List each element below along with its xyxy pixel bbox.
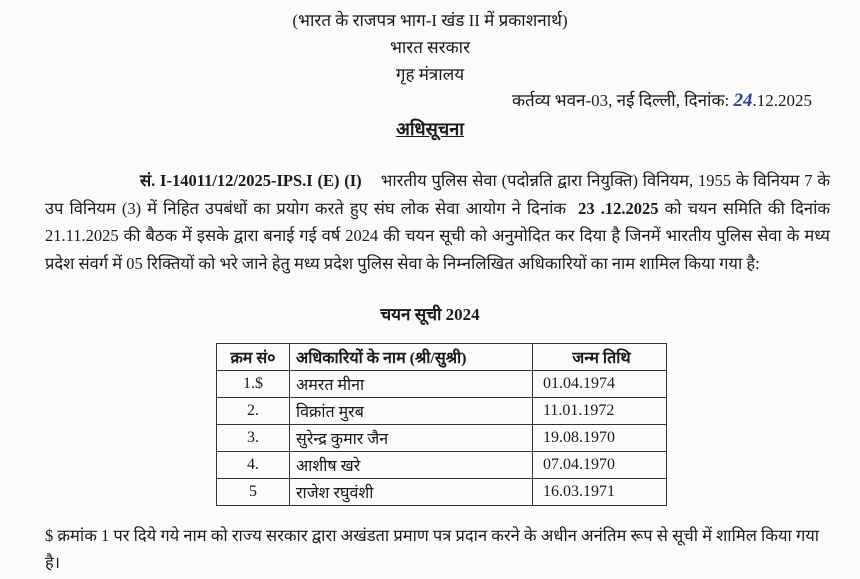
- body-text-1: भारतीय पुलिस सेवा (पदोन्नति द्वारा नियुक…: [45, 171, 830, 218]
- table-row: 1.$ अमरत मीना 01.04.1974: [216, 370, 667, 398]
- officer-name: अमरत मीना: [289, 370, 533, 398]
- handwritten-day: 24: [733, 90, 753, 111]
- dob: 11.01.1972: [532, 397, 667, 425]
- body-text-2: को चयन समिति की दिनांक 21.11.2025 की बैठ…: [45, 198, 831, 273]
- date-rest: .12.2025: [752, 91, 813, 110]
- header-dob: जन्म तिथि: [532, 343, 667, 371]
- reference-number: सं. I-14011/12/2025-IPS.I (E) (I): [140, 171, 362, 190]
- serial: 5: [216, 478, 290, 506]
- dob: 07.04.1970: [532, 451, 667, 479]
- officers-table: क्रम सं० अधिकारियों के नाम (श्री/सुश्री)…: [216, 343, 667, 506]
- table-header-row: क्रम सं० अधिकारियों के नाम (श्री/सुश्री)…: [216, 343, 667, 371]
- notification-body: सं. I-14011/12/2025-IPS.I (E) (I) भारतीय…: [45, 167, 830, 277]
- officer-name: राजेश रघुवंशी: [289, 478, 533, 506]
- upsc-date: 23 .12.2025: [578, 198, 659, 218]
- officer-name: विक्रांत मुरब: [289, 397, 533, 425]
- dob: 01.04.1974: [532, 370, 667, 398]
- government-name: भारत सरकार: [389, 38, 471, 57]
- table-row: 2. विक्रांत मुरब 11.01.1972: [216, 397, 667, 425]
- serial: 3.: [216, 424, 290, 452]
- table-row: 5 राजेश रघुवंशी 16.03.1971: [216, 478, 667, 506]
- officer-name: आशीष खरे: [289, 451, 533, 479]
- gazette-note: (भारत के राजपत्र भाग-I खंड II में प्रकाश…: [292, 11, 568, 30]
- officer-name: सुरेन्द्र कुमार जैन: [289, 424, 533, 452]
- title-text: अधिसूचना: [396, 119, 464, 139]
- header-serial: क्रम सं०: [216, 343, 290, 371]
- dob: 16.03.1971: [532, 478, 667, 506]
- serial: 2.: [216, 397, 290, 425]
- header-name: अधिकारियों के नाम (श्री/सुश्री): [289, 343, 533, 371]
- table-row: 4. आशीष खरे 07.04.1970: [216, 451, 667, 479]
- table-row: 3. सुरेन्द्र कुमार जैन 19.08.1970: [216, 424, 667, 452]
- ministry-name: गृह मंत्रालय: [395, 65, 465, 84]
- footnote: $ क्रमांक 1 पर दिये गये नाम को राज्य सरक…: [45, 526, 820, 572]
- place-date-line: कर्तव्य भवन-03, नई दिल्ली, दिनांक: 24.12…: [512, 88, 812, 112]
- serial: 1.$: [216, 370, 290, 398]
- dob: 19.08.1970: [532, 424, 667, 452]
- place-date-prefix: कर्तव्य भवन-03, नई दिल्ली, दिनांक:: [511, 91, 730, 110]
- serial: 4.: [216, 451, 290, 479]
- select-list-title: चयन सूची 2024: [380, 305, 480, 324]
- notification-title: अधिसूचना: [0, 117, 860, 141]
